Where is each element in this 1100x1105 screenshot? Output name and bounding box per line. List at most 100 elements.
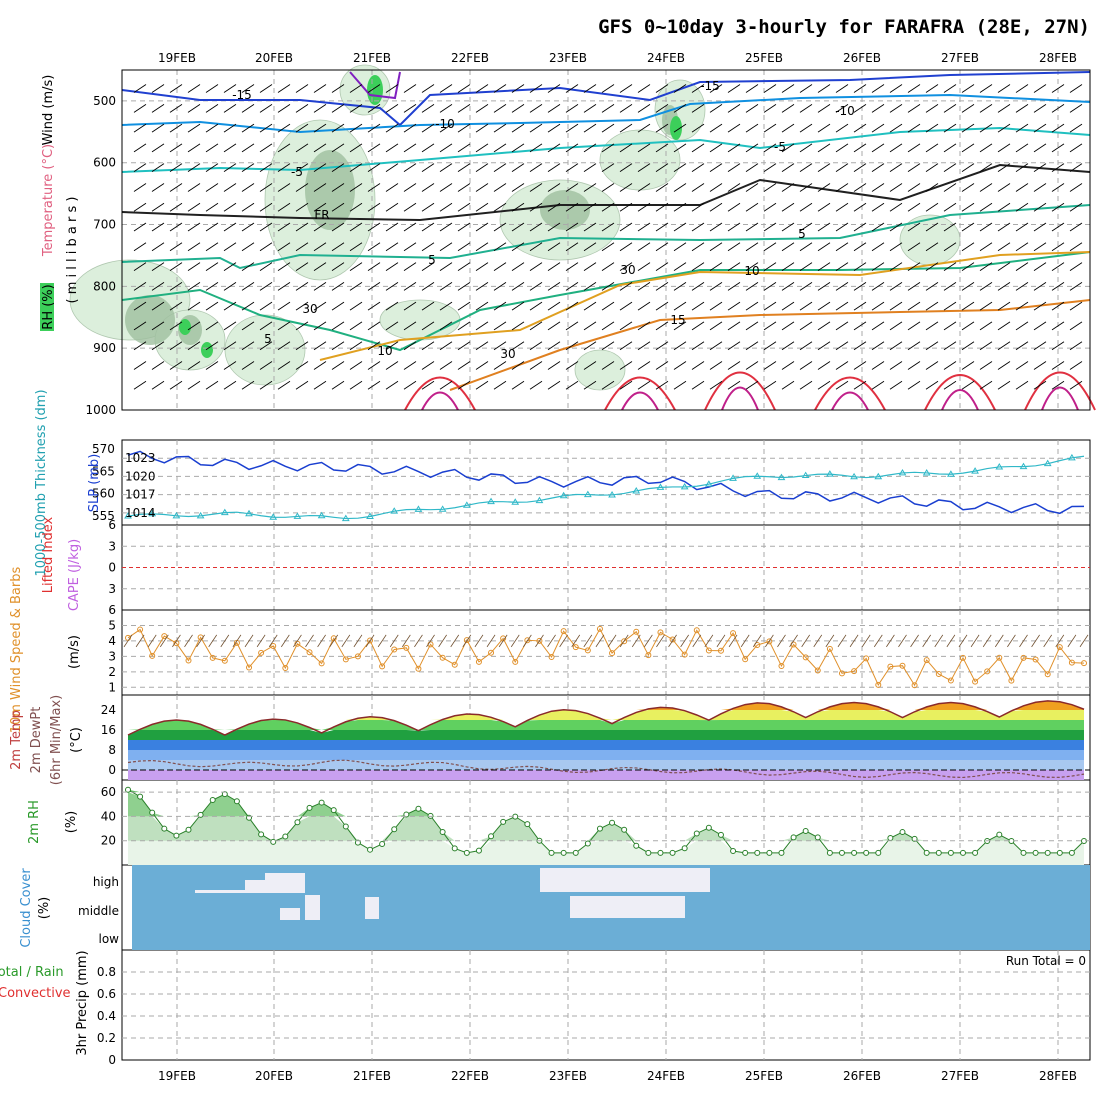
wind-barb	[691, 183, 705, 192]
wind-barb	[133, 321, 147, 331]
thickness-tick: 560	[92, 487, 115, 501]
wind-barb	[907, 380, 921, 390]
wind-barb	[763, 222, 777, 232]
cloud-cover-block	[365, 897, 379, 919]
wind-barb	[367, 143, 381, 153]
wind-barb	[439, 183, 453, 192]
wind-barb	[205, 341, 219, 351]
wind-barb-10m	[692, 634, 702, 648]
wind-barb	[529, 341, 543, 351]
wind-speed-marker	[415, 665, 422, 672]
cape-tick: 6	[108, 603, 116, 617]
slp-tick: 1023	[125, 451, 156, 465]
wind-barb	[367, 222, 381, 232]
wind-barb	[997, 242, 1011, 252]
wind-barb	[403, 380, 417, 390]
wind-barb	[529, 123, 543, 133]
rh-shade-region	[574, 349, 626, 391]
wind-barb	[619, 103, 633, 113]
rh-marker	[197, 811, 204, 818]
wind-barb	[475, 262, 489, 271]
wind-barb	[259, 183, 273, 192]
wind-barb	[223, 281, 237, 291]
wind-barb	[781, 341, 795, 351]
date-label-bottom: 21FEB	[353, 1069, 391, 1083]
wind-barb	[583, 183, 597, 192]
wind-barb-10m	[946, 634, 956, 648]
wind-barb-10m	[1043, 634, 1053, 648]
wind-speed-marker	[451, 661, 458, 668]
wind-barb	[763, 242, 777, 252]
wind-barb	[691, 361, 705, 370]
wind-barb	[313, 183, 327, 192]
wind-barb	[889, 321, 903, 331]
wind-barb	[943, 222, 957, 232]
wind-barb	[583, 341, 597, 351]
wind-barb	[493, 202, 507, 212]
rh-marker	[560, 849, 567, 856]
wind-barb	[349, 321, 363, 331]
wind-barb	[997, 262, 1011, 271]
rh-shade-region	[599, 129, 681, 191]
wind-barb	[313, 380, 327, 390]
wind-barb	[871, 222, 885, 232]
wind-barb	[1015, 301, 1029, 311]
wind-barb	[961, 341, 975, 351]
wind-barb	[385, 361, 399, 370]
wind-barb	[1033, 103, 1047, 113]
wind-barb	[835, 321, 849, 331]
wind-barb	[475, 341, 489, 351]
wind-barb	[313, 361, 327, 370]
precip-conv-label: Convective	[0, 986, 71, 1001]
wind-speed-marker	[911, 682, 918, 689]
wind-barb	[673, 262, 687, 271]
wind-barb	[421, 222, 435, 232]
wind-barb-10m	[595, 634, 605, 648]
wind-speed-marker	[669, 636, 676, 643]
contour-label: 30	[620, 263, 635, 277]
wind-barb	[817, 262, 831, 271]
temp-band	[128, 760, 1084, 770]
wind-barb	[439, 163, 453, 173]
wind-barb	[691, 301, 705, 311]
thickness-marker	[414, 505, 423, 512]
wind-barb	[961, 242, 975, 252]
wind-barb	[367, 242, 381, 252]
wind-barb	[871, 84, 885, 93]
wind-barb	[313, 84, 327, 93]
rh-marker	[125, 786, 131, 793]
rh-marker	[209, 796, 216, 803]
wind-barb	[727, 143, 741, 153]
wind-barb	[511, 380, 525, 390]
wind-barb	[1069, 163, 1083, 173]
wind-barb	[331, 222, 345, 232]
isotherm-25	[421, 391, 459, 411]
rh-marker	[669, 849, 676, 856]
wind-barb	[583, 222, 597, 232]
temp-tick: 0	[108, 763, 116, 777]
wind-speed-marker	[536, 637, 543, 644]
wind-tick: 2	[108, 665, 116, 679]
rh-band	[128, 840, 1084, 865]
wind-barb	[727, 202, 741, 212]
date-label-top: 23FEB	[549, 51, 587, 65]
wind-barb	[457, 103, 471, 113]
wind-barb	[475, 361, 489, 370]
wind-barb	[529, 321, 543, 331]
wind-barb	[763, 380, 777, 390]
thickness-marker	[438, 505, 447, 512]
wind-barb-10m	[716, 634, 726, 648]
rh-marker	[609, 819, 616, 826]
wind-barb	[1015, 183, 1029, 192]
rh-marker	[161, 825, 168, 832]
wind-speed-marker	[863, 655, 870, 662]
wind-barb-10m	[958, 634, 968, 648]
rh-marker	[1020, 849, 1027, 856]
wind-barb	[547, 163, 561, 173]
wind-speed-marker	[185, 657, 192, 664]
wind-barb	[529, 222, 543, 232]
cloud-cover-block	[672, 872, 680, 878]
wind-speed-marker	[947, 677, 954, 684]
wind-barb	[475, 123, 489, 133]
wind-speed-marker	[137, 626, 144, 633]
